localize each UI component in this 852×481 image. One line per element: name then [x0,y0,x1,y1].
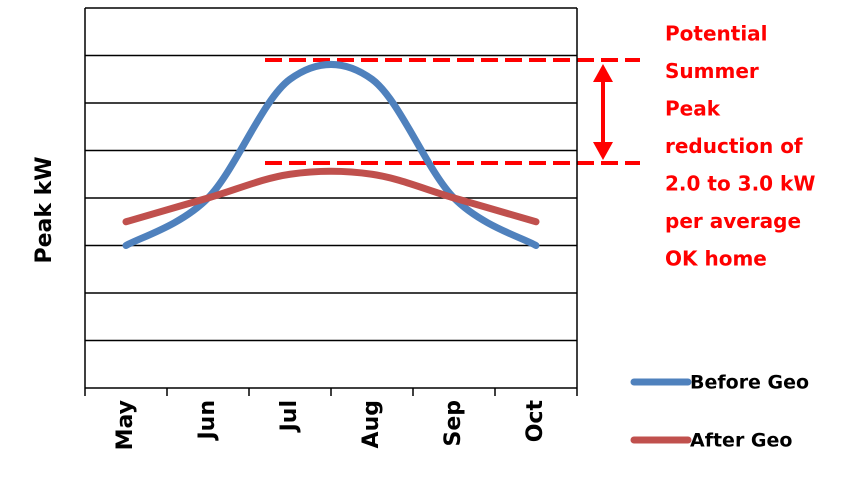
annotation-text: Potential [665,22,768,46]
legend-label: Before Geo [690,372,809,394]
annotation-text: per average [665,209,801,233]
annotation-text: reduction of [665,134,803,158]
annotation-text: OK home [665,247,767,271]
annotation-text: Summer [665,59,759,83]
annotation-marks [265,58,640,165]
y-axis-label: Peak kW [32,156,57,263]
series-line [122,60,540,249]
series-line [122,167,540,226]
annotation-text: 2.0 to 3.0 kW [665,172,815,196]
x-tick-label: Aug [359,400,384,448]
x-tick-label: Oct [523,400,548,443]
x-tick-label: Jul [277,400,302,433]
arrow-head [593,142,613,160]
legend-label: After Geo [690,430,792,452]
annotation-text: Peak [665,97,721,121]
arrow-head [593,64,613,82]
x-tick-label: Sep [441,400,466,447]
x-tick-label: Jun [195,400,220,442]
x-tick-label: May [113,400,138,450]
